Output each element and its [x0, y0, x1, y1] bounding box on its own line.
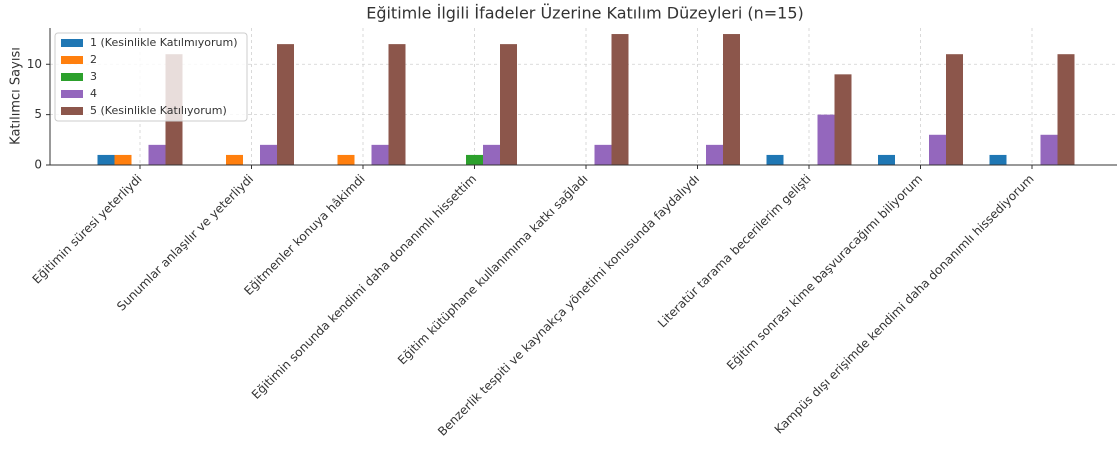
y-tick-label: 0 [34, 158, 42, 172]
x-tick-label: Sunumlar anlaşılır ve yeterliydi [114, 172, 256, 314]
bar [929, 134, 946, 165]
x-tick-label: Eğitim sonrası kime başvuracağımı biliyo… [724, 172, 925, 373]
legend-label: 5 (Kesinlikle Katılıyorum) [90, 104, 227, 117]
legend-swatch [61, 107, 83, 115]
bar [371, 144, 389, 165]
x-tick-label: Eğitim kütüphane kullanımıma katkı sağla… [395, 172, 591, 368]
bar [611, 34, 629, 166]
x-tick-label: Eğitimin süresi yeterliydi [30, 172, 145, 287]
y-tick-label: 5 [34, 107, 42, 121]
bar [723, 34, 740, 166]
bar [989, 154, 1007, 165]
bar [500, 44, 517, 165]
legend-frame [54, 32, 248, 122]
x-tick-label: Kampüs dışı erişimde kendimi daha donanı… [772, 172, 1037, 437]
bar [706, 144, 723, 165]
bar [260, 144, 277, 165]
y-axis-label: Katılımcı Sayısı [9, 47, 24, 145]
bar [946, 54, 963, 165]
legend-swatch [61, 73, 83, 81]
bar [766, 154, 784, 165]
legend-label: 3 [90, 70, 97, 83]
bar [1057, 54, 1075, 165]
legend-label: 4 [90, 87, 97, 100]
bar [834, 74, 852, 165]
bar [148, 144, 166, 165]
bar [97, 154, 115, 165]
legend-label: 1 (Kesinlikle Katılmıyorum) [90, 36, 237, 49]
bar [388, 44, 406, 165]
y-tick-label: 10 [27, 57, 42, 71]
bar [817, 114, 835, 165]
x-tick-label: Eğitmenler konuya hâkimdi [241, 172, 367, 298]
x-tick-label: Benzerlik tespiti ve kaynakça yönetimi k… [435, 172, 702, 439]
bar [594, 144, 612, 165]
legend-swatch [61, 39, 83, 47]
legend-label: 2 [90, 53, 97, 66]
bar [114, 154, 132, 165]
bar [878, 154, 895, 165]
bar [337, 154, 355, 165]
legend-swatch [61, 56, 83, 64]
bar [226, 154, 243, 165]
x-tick-label: Eğitimin sonunda kendimi daha donanımlı … [249, 172, 479, 402]
bar [466, 154, 483, 165]
chart-title: Eğitimle İlgili İfadeler Üzerine Katılım… [366, 4, 804, 23]
bar [277, 44, 294, 165]
bar [1040, 134, 1058, 165]
bar [483, 144, 500, 165]
legend-swatch [61, 90, 83, 98]
